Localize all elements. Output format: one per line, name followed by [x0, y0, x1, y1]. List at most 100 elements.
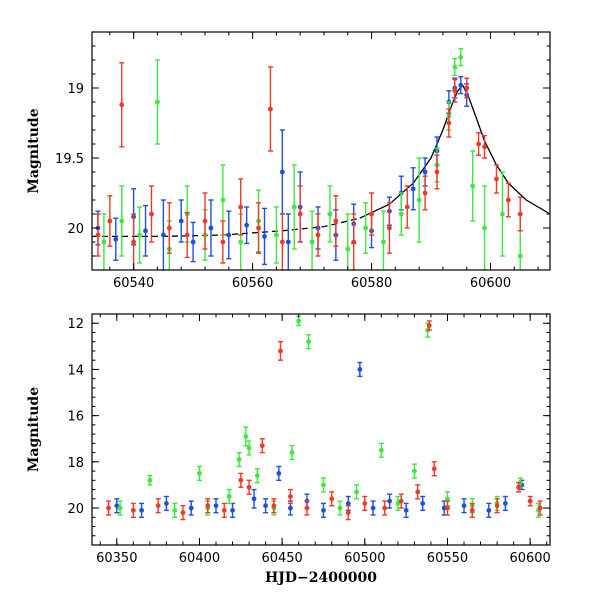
data-point	[289, 444, 295, 461]
x-tick-label: 60500	[344, 551, 385, 566]
y-tick-label: 19	[67, 82, 84, 97]
data-point	[378, 442, 384, 458]
data-point	[469, 502, 475, 518]
y-tick-label: 16	[67, 410, 84, 425]
data-point	[243, 426, 249, 447]
data-point	[205, 498, 211, 514]
data-point	[178, 199, 184, 243]
x-axis-label: HJD−2400000	[265, 570, 377, 586]
data-point	[387, 493, 393, 509]
data-point	[236, 451, 242, 468]
data-point	[386, 202, 392, 254]
data-point	[106, 500, 112, 516]
data-point	[246, 479, 252, 495]
data-point	[160, 199, 166, 270]
data-point	[143, 204, 149, 257]
data-point	[163, 495, 169, 512]
data-point	[297, 185, 303, 243]
data-point	[505, 182, 511, 218]
data-point	[188, 500, 194, 516]
data-point	[420, 495, 426, 512]
data-point	[155, 498, 161, 514]
data-point	[267, 66, 273, 152]
data-point	[431, 461, 437, 477]
data-point	[516, 481, 522, 493]
data-point	[254, 468, 260, 484]
data-point	[458, 48, 464, 67]
data-point	[398, 493, 404, 509]
data-point	[493, 164, 499, 194]
data-point	[277, 341, 283, 361]
data-point	[226, 488, 232, 505]
data-point	[320, 502, 326, 518]
data-point	[404, 185, 410, 229]
x-tick-label: 60600	[470, 276, 511, 291]
data-point	[279, 129, 285, 215]
data-point	[486, 502, 492, 518]
data-point	[333, 195, 339, 247]
data-point	[464, 77, 470, 99]
data-point	[172, 502, 178, 518]
model-curve-dashed	[92, 217, 360, 238]
data-point	[444, 491, 450, 507]
x-tick-label: 60580	[351, 276, 392, 291]
data-point	[476, 132, 482, 156]
series-red	[106, 320, 543, 521]
data-point	[370, 500, 376, 516]
series-red	[95, 62, 523, 270]
data-point	[130, 502, 136, 518]
data-point	[354, 484, 360, 500]
data-point	[499, 171, 505, 257]
data-point	[184, 211, 190, 259]
data-point	[337, 500, 343, 516]
y-tick-label: 20	[67, 502, 84, 517]
data-point	[452, 57, 458, 77]
data-point	[119, 185, 125, 257]
data-point	[285, 213, 291, 270]
x-tick-label: 60540	[113, 276, 154, 291]
data-point	[452, 78, 458, 103]
data-point	[416, 157, 422, 243]
data-point	[137, 206, 143, 264]
data-point	[309, 210, 315, 270]
data-point	[380, 210, 386, 270]
data-point	[369, 192, 375, 236]
data-point	[220, 220, 226, 264]
data-point	[446, 108, 452, 138]
y-tick-label: 19.5	[55, 152, 84, 167]
data-point	[107, 195, 113, 247]
data-point	[415, 484, 421, 500]
data-point	[327, 185, 333, 243]
data-point	[482, 185, 488, 270]
data-point	[494, 498, 500, 514]
data-point	[398, 192, 404, 236]
data-point	[382, 500, 388, 516]
y-tick-label: 18	[67, 456, 84, 471]
data-point	[517, 196, 523, 232]
data-point	[271, 498, 277, 514]
data-point	[351, 213, 357, 270]
data-point	[296, 315, 302, 327]
data-point	[251, 488, 257, 509]
data-point	[444, 500, 450, 516]
data-point	[147, 475, 153, 486]
data-point	[329, 491, 335, 507]
data-point	[244, 206, 250, 245]
data-point	[482, 134, 488, 159]
data-point	[279, 213, 285, 270]
data-point	[287, 488, 293, 505]
data-point	[117, 500, 123, 516]
data-point	[291, 164, 297, 250]
x-tick-label: 60450	[261, 551, 302, 566]
data-point	[345, 505, 351, 521]
data-point	[202, 192, 208, 250]
data-point	[527, 495, 533, 507]
data-point	[320, 477, 326, 493]
data-point	[180, 505, 186, 521]
data-point	[276, 465, 282, 482]
data-point	[95, 213, 101, 257]
data-point	[357, 361, 363, 378]
data-point	[345, 213, 351, 270]
data-point	[403, 502, 409, 518]
